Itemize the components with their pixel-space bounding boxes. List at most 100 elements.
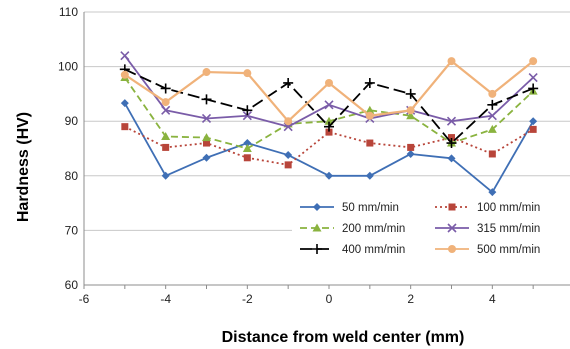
data-point [160, 83, 171, 94]
series-0 [120, 99, 538, 197]
data-point [161, 98, 170, 107]
x-tick-label: -2 [242, 292, 253, 306]
x-tick-label: -4 [160, 292, 171, 306]
data-point [243, 154, 251, 162]
data-point [405, 88, 416, 99]
legend-item: 315 mm/min [435, 223, 540, 235]
data-point [202, 153, 211, 162]
x-tick-label: 4 [489, 292, 496, 306]
data-point [366, 139, 374, 147]
y-tick-label: 100 [58, 60, 78, 74]
data-point [488, 150, 496, 158]
data-point [161, 171, 170, 180]
legend-swatch-marker [448, 203, 456, 211]
data-point [284, 161, 292, 169]
data-point [284, 151, 293, 160]
data-point [161, 131, 171, 140]
legend-label: 500 mm/min [477, 244, 540, 256]
data-point [201, 94, 212, 105]
legend-item: 500 mm/min [435, 244, 540, 256]
data-point [407, 143, 415, 151]
data-point [324, 121, 334, 132]
data-point [528, 83, 539, 94]
series-5 [120, 57, 538, 126]
data-point [487, 111, 497, 121]
legend-item: 50 mm/min [300, 202, 399, 214]
data-point [529, 57, 538, 66]
series-1 [121, 123, 537, 169]
data-point [121, 123, 129, 131]
data-point [365, 111, 374, 120]
data-point [242, 144, 252, 152]
data-point [406, 149, 415, 158]
data-point [242, 105, 253, 116]
data-point [447, 57, 456, 66]
data-point [446, 116, 457, 126]
data-point [202, 133, 211, 142]
data-point [448, 134, 455, 142]
legend-label: 50 mm/min [342, 202, 399, 214]
data-point [161, 105, 171, 115]
y-tick-label: 60 [65, 278, 79, 292]
data-point [446, 138, 457, 149]
data-point [365, 171, 374, 180]
x-tick-label: -6 [79, 292, 90, 306]
legend-label: 315 mm/min [477, 223, 540, 235]
data-point [162, 143, 170, 151]
data-point [324, 116, 334, 125]
data-point [324, 100, 334, 110]
legend-label: 200 mm/min [342, 223, 405, 235]
data-point [529, 125, 537, 133]
y-tick-label: 70 [65, 223, 79, 237]
x-tick-label: 0 [326, 292, 333, 306]
data-point [283, 77, 294, 88]
data-point [488, 89, 497, 98]
tick-labels: 60 70 80 90 100 110 -6 -4 -2 0 2 4 [58, 5, 496, 306]
data-point [365, 105, 375, 114]
data-point [364, 77, 375, 88]
series-4 [119, 64, 539, 149]
data-point [406, 111, 416, 120]
axes [83, 12, 570, 289]
data-point [487, 124, 497, 133]
series-group [119, 51, 539, 197]
data-point [243, 69, 252, 78]
data-point [203, 139, 210, 147]
y-axis-title: Hardness (HV) [15, 112, 32, 222]
data-point [528, 72, 538, 83]
y-tick-label: 90 [65, 114, 79, 128]
data-point [488, 188, 497, 197]
legend-label: 100 mm/min [477, 202, 540, 214]
data-point [487, 99, 498, 110]
data-point [447, 154, 456, 163]
data-point [325, 128, 333, 136]
x-axis-title: Distance from weld center (mm) [222, 329, 465, 346]
legend-item: 200 mm/min [300, 223, 405, 235]
data-point [325, 171, 333, 180]
legend-box [292, 197, 570, 265]
legend-item: 100 mm/min [435, 202, 540, 214]
data-point [120, 99, 129, 108]
legend-swatch-marker [447, 223, 457, 233]
y-tick-label: 110 [59, 5, 78, 19]
legend-swatch-marker [313, 203, 321, 211]
data-point [201, 113, 212, 124]
legend: 50 mm/min 100 mm/min 200 mm/min 315 mm/min 4… [292, 197, 570, 265]
y-tick-label: 80 [65, 169, 79, 183]
data-point [120, 70, 129, 79]
data-point [325, 78, 333, 87]
data-point [242, 111, 252, 121]
x-tick-label: 2 [407, 292, 414, 306]
data-point [202, 68, 211, 77]
data-point [243, 139, 252, 148]
legend-label: 400 mm/min [342, 244, 405, 256]
legend-item: 400 mm/min [300, 244, 405, 256]
data-point [529, 117, 538, 126]
data-point [284, 117, 293, 126]
legend-swatch-marker [312, 244, 322, 254]
legend-swatch-marker [312, 223, 322, 232]
legend-swatch-marker [448, 245, 456, 253]
data-point [120, 51, 130, 61]
data-point [406, 106, 415, 115]
